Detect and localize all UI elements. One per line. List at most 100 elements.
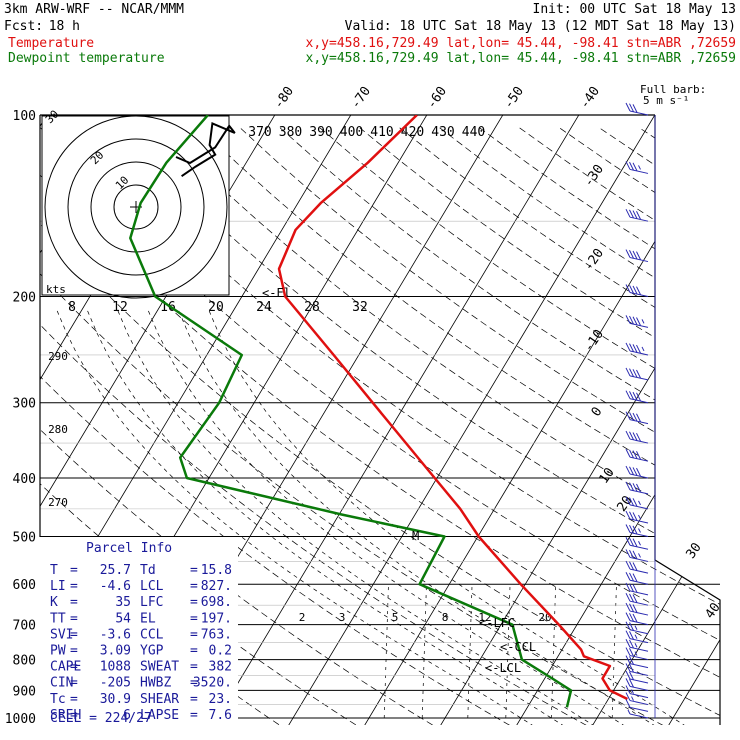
wind-barb: [625, 510, 649, 524]
parcel-info-cell: =: [190, 692, 198, 707]
wind-barb: [625, 537, 649, 550]
dry-adiabat-line: [319, 127, 720, 725]
isotherm-label: -60: [424, 84, 450, 112]
parcel-info-cell: CAPE: [50, 660, 81, 675]
dry-adiabat-line: [439, 127, 720, 725]
parcel-cell: CELL = 224/27: [50, 711, 152, 726]
isotherm-label: -10: [581, 327, 607, 355]
wind-barb: [625, 161, 649, 174]
pressure-tick-label: 800: [13, 654, 36, 669]
dry-adiabat-line: [40, 127, 597, 725]
isotherm-line: [284, 115, 664, 725]
wind-barb: [625, 572, 649, 585]
wind-barb: [625, 284, 649, 298]
parcel-info-cell: =: [70, 676, 78, 691]
parcel-info-title: Parcel Info: [86, 541, 172, 556]
parcel-info-cell: =: [190, 595, 198, 610]
el-marker: <-El: [262, 286, 291, 300]
parcel-info-cell: 3520.: [193, 676, 232, 691]
parcel-info-cell: -4.6: [100, 579, 131, 594]
wind-barb: [625, 685, 649, 699]
hodograph-ring: [44, 115, 228, 299]
wind-barb: [625, 430, 649, 444]
parcel-info-cell: SHEAR: [140, 692, 179, 707]
wind-barb: [625, 342, 649, 356]
plot-frame-right: [654, 115, 721, 725]
wind-barb: [625, 639, 649, 652]
moist-adiabat-line: [208, 309, 693, 725]
wind-barb: [625, 582, 649, 596]
parcel-info-cell: HWBZ: [140, 676, 171, 691]
parcel-info-box: Parcel Info T = 25.7 Td = 15.8LI = -4.6 LCL = 827.…: [38, 537, 238, 731]
wind-barb: [625, 663, 649, 676]
forecast-hours: 18 h: [49, 19, 80, 34]
lfc-marker: <-LFC: [479, 616, 515, 630]
isotherm-label: -40: [577, 84, 603, 112]
parcel-info-cell: CCL: [140, 627, 164, 642]
wind-barb: [625, 524, 649, 537]
parcel-info-cell: Td: [140, 563, 156, 578]
wind-barb: [625, 692, 649, 706]
theta-label: 430: [431, 125, 454, 140]
parcel-info-cell: 25.7: [100, 563, 131, 578]
isotherm-line: [208, 115, 588, 725]
isotherm-label: 10: [596, 465, 617, 486]
dry-adiabat-line: [40, 127, 520, 725]
theta-label: 390: [309, 125, 332, 140]
wind-barb: [625, 592, 649, 606]
sounding-profiles: [129, 115, 628, 708]
dry-adiabat-line: [199, 127, 720, 725]
wind-barb: [625, 102, 649, 116]
parcel-info-cell: -205: [100, 676, 131, 691]
isotherm-label: -50: [501, 84, 527, 112]
pressure-tick-label: 100: [13, 109, 36, 124]
parcel-info-cell: =: [70, 644, 78, 659]
wind-barb: [625, 647, 649, 661]
isentrope-label: 270: [48, 496, 68, 509]
m-marker: M: [412, 529, 419, 543]
parcel-info-cell: 15.8: [201, 563, 232, 578]
parcel-info-rows: T = 25.7 Td = 15.8LI = -4.6 LCL = 827.K = 35 LFC = 698.…: [50, 563, 232, 723]
mixing-ratio-label: 2: [299, 611, 306, 624]
hodograph-units: kts: [46, 283, 66, 296]
parcel-info-cell: SREH: [50, 708, 81, 723]
parcel-info-cell: 763.: [201, 627, 232, 642]
init-time: Init: 00 UTC Sat 18 May 13: [533, 2, 737, 17]
parcel-info-cell: -3.6: [100, 627, 131, 642]
mixing-ratio-line: [421, 584, 427, 719]
parcel-info-cell: SWEAT: [140, 660, 179, 675]
isotherm-label: 30: [683, 540, 704, 561]
speed-scale-label: 28: [304, 300, 320, 315]
theta-label: 370: [248, 125, 271, 140]
pressure-tick-label: 400: [13, 472, 36, 487]
isotherm-label: -70: [348, 84, 374, 112]
parcel-info-cell: =: [70, 579, 78, 594]
parcel-info-cell: =: [190, 644, 198, 659]
wind-barb: [625, 481, 649, 495]
parcel-info-cell: TT: [50, 611, 66, 626]
theta-label: 380: [279, 125, 302, 140]
wind-barb: [625, 621, 649, 635]
model-title: 3km ARW-WRF -- NCAR/MMM: [4, 2, 184, 17]
parcel-info-cell: =: [190, 611, 198, 626]
legend-dewpoint-info: x,y=458.16,729.49 lat,lon= 45.44, -98.41…: [306, 51, 736, 66]
pressure-tick-label: 200: [13, 291, 36, 306]
mixing-ratio-label: 8: [442, 611, 449, 624]
wind-barb: [625, 630, 649, 644]
mixing-ratio-label: 3: [339, 611, 346, 624]
parcel-info-cell: 197.: [201, 611, 232, 626]
wind-barb: [625, 315, 649, 328]
isentrope-label: 280: [48, 423, 68, 436]
wind-barb: [625, 602, 649, 616]
parcel-info-cell: 3.09: [100, 644, 131, 659]
mixing-ratio-line: [467, 584, 473, 719]
isotherm-label: -20: [581, 246, 607, 274]
speed-scale-label: 32: [352, 300, 368, 315]
legend-temperature-info: x,y=458.16,729.49 lat,lon= 45.44, -98.41…: [306, 36, 736, 51]
parcel-info-cell: =: [190, 579, 198, 594]
theta-label: 420: [401, 125, 424, 140]
isotherm-label: -30: [581, 162, 607, 190]
isotherm-line: [512, 115, 720, 725]
parcel-info-cell: Tc: [50, 692, 66, 707]
